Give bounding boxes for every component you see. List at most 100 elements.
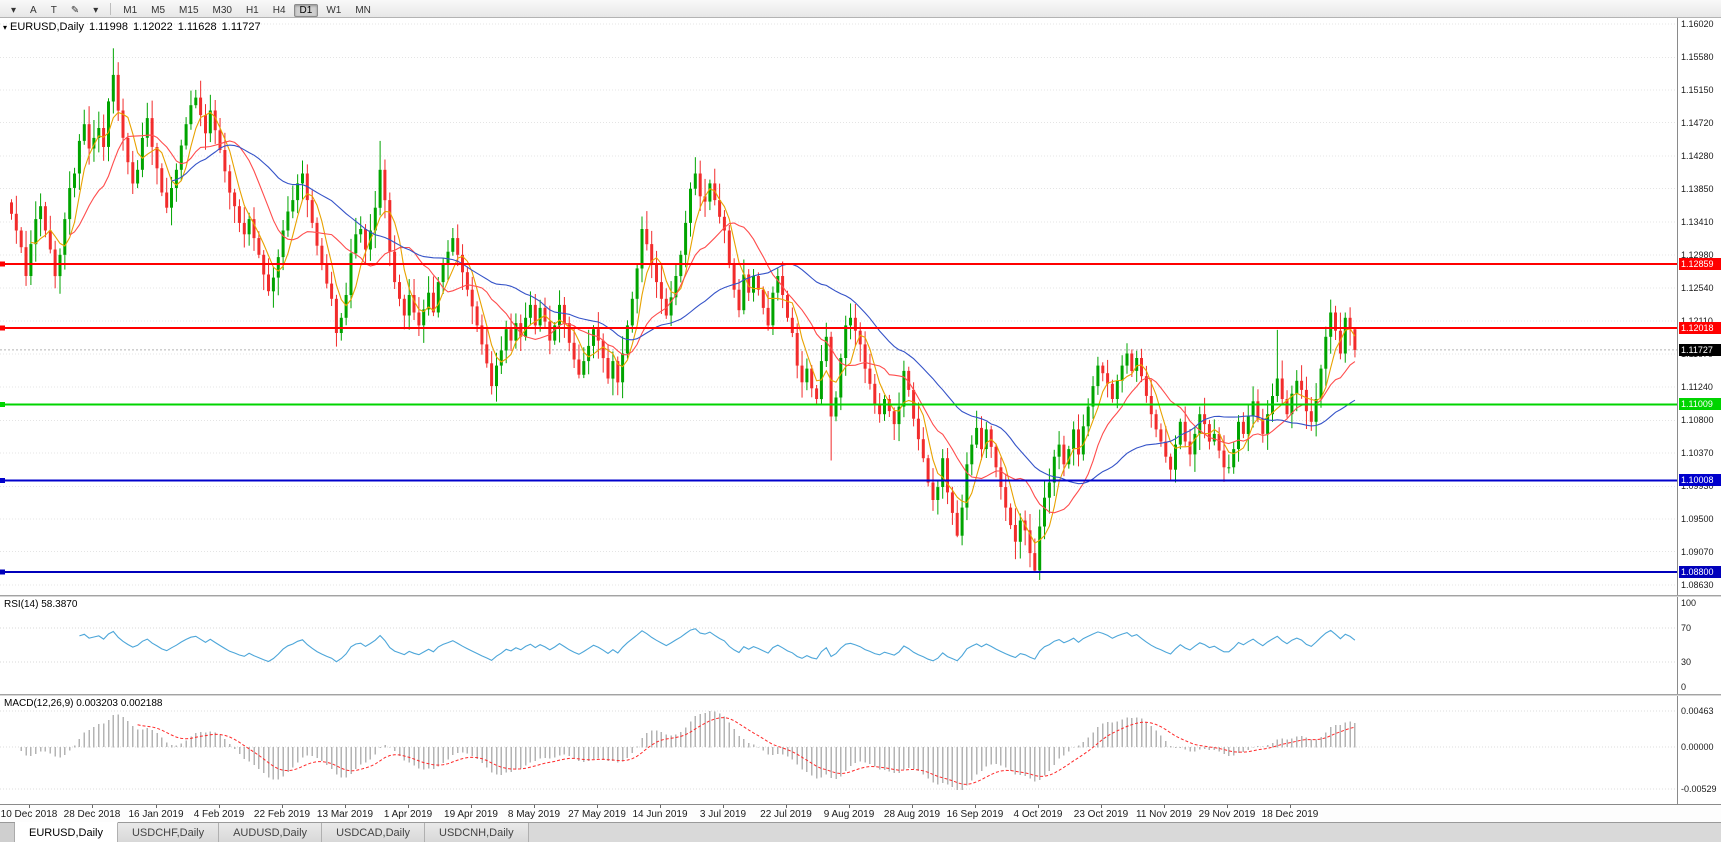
macd-panel: MACD(12,26,9) 0.003203 0.002188 0.00463 0… <box>0 696 1721 804</box>
price-axis-label: 1.15150 <box>1681 85 1714 95</box>
ma-line-13 <box>69 134 1356 514</box>
time-axis-tick <box>975 805 976 808</box>
time-axis-tick <box>156 805 157 808</box>
macd-signal-line <box>137 717 1356 785</box>
close-value: 1.11727 <box>221 21 261 33</box>
time-axis-tick <box>723 805 724 808</box>
rsi-axis-label: 70 <box>1681 623 1692 633</box>
draw-tool-caret[interactable]: ▾ <box>93 4 99 16</box>
price-axis-label: 1.10370 <box>1681 448 1714 458</box>
price-axis-label: 1.09930 <box>1681 481 1714 491</box>
toolbar-separator <box>110 2 112 15</box>
price-axis-label: 1.12110 <box>1681 316 1713 326</box>
timeframe-button-group: M1 M5 M15 M30 H1 H4 D1 W1 MN <box>116 0 378 18</box>
price-axis-label: 1.11240 <box>1681 382 1713 392</box>
rsi-axis-label: 30 <box>1681 657 1692 667</box>
top-toolbar: ▾ A T ✎ ▾ M1 M5 M15 M30 H1 H4 D1 W1 MN <box>0 0 1721 18</box>
timeframe-button-M1[interactable]: M1 <box>123 4 138 16</box>
tab-audusd-daily[interactable]: AUDUSD,Daily <box>219 823 323 842</box>
rsi-canvas[interactable] <box>0 597 1677 694</box>
time-axis-label: 9 Aug 2019 <box>823 809 875 820</box>
candlestick-series <box>10 48 1357 580</box>
macd-axis-label: -0.00529 <box>1681 784 1717 794</box>
price-axis-label: 1.15580 <box>1681 52 1714 62</box>
time-axis-label: 14 Jun 2019 <box>632 809 688 820</box>
tab-eurusd-daily[interactable]: EURUSD,Daily <box>15 822 118 842</box>
rsi-line <box>79 628 1356 663</box>
level-price-tag: 1.12859 <box>1679 258 1721 270</box>
tab-bar-corner <box>0 823 15 842</box>
time-axis-label: 8 May 2019 <box>507 809 561 820</box>
time-axis-tick <box>1227 805 1228 808</box>
timeframe-button-W1[interactable]: W1 <box>326 4 342 16</box>
time-axis-label: 23 Oct 2019 <box>1073 809 1129 820</box>
time-axis-label: 10 Dec 2018 <box>0 809 58 820</box>
time-axis-label: 11 Nov 2019 <box>1136 809 1192 820</box>
time-axis[interactable]: 10 Dec 2018 28 Dec 2018 16 Jan 2019 4 Feb 2… <box>0 804 1721 822</box>
price-axis-label: 1.14720 <box>1681 118 1714 128</box>
time-axis-tick <box>849 805 850 808</box>
timeframe-button-M30[interactable]: M30 <box>212 4 232 16</box>
collapse-arrow-icon[interactable]: ▾ <box>3 23 8 32</box>
charts-dropdown-icon[interactable]: ▾ <box>11 4 17 16</box>
time-axis-label: 28 Aug 2019 <box>883 809 941 820</box>
time-axis-tick <box>912 805 913 808</box>
time-axis-tick <box>1101 805 1102 808</box>
open-value: 1.11998 <box>88 21 128 33</box>
price-axis-label: 1.16020 <box>1681 19 1714 29</box>
macd-axis-label: 0.00000 <box>1681 742 1714 752</box>
price-axis-label: 1.09500 <box>1681 514 1714 524</box>
price-axis-label: 1.13410 <box>1681 217 1714 227</box>
low-value: 1.11628 <box>177 21 217 33</box>
tab-usdcad-daily[interactable]: USDCAD,Daily <box>322 823 426 842</box>
price-axis-label: 1.10800 <box>1681 415 1714 425</box>
tab-usdchf-daily[interactable]: USDCHF,Daily <box>117 823 220 842</box>
timeframe-button-D1[interactable]: D1 <box>293 3 319 17</box>
tool-button-group: ▾ A T ✎ ▾ <box>4 0 105 18</box>
time-axis-label: 1 Apr 2019 <box>383 809 433 820</box>
text-tool[interactable]: T <box>50 4 57 16</box>
current-price-tag: 1.11727 <box>1679 344 1721 356</box>
price-chart-panel: ▾ EURUSD,Daily 1.11998 1.12022 1.11628 1.1172… <box>0 18 1721 595</box>
ma-line-5 <box>30 111 1356 544</box>
chart-ohlc-header: ▾ EURUSD,Daily 1.11998 1.12022 1.11628 1.1172… <box>3 21 261 33</box>
panel-splitter[interactable] <box>0 694 1721 696</box>
time-axis-tick <box>660 805 661 808</box>
timeframe-button-H4[interactable]: H4 <box>272 4 286 16</box>
level-price-tag: 1.10008 <box>1679 474 1721 486</box>
ma-line-34 <box>171 144 1356 485</box>
tab-usdcnh-daily[interactable]: USDCNH,Daily <box>425 823 529 842</box>
price-axis-label: 1.09070 <box>1681 547 1714 557</box>
symbol-period-label: EURUSD,Daily <box>10 21 84 33</box>
time-axis-label: 16 Sep 2019 <box>946 809 1004 820</box>
annotation-a-tool[interactable]: A <box>30 4 37 16</box>
chart-tab-bar: EURUSD,Daily USDCHF,Daily AUDUSD,Daily USDC… <box>0 822 1721 842</box>
draw-tool[interactable]: ✎ <box>70 4 80 16</box>
price-chart-canvas[interactable] <box>0 18 1677 595</box>
time-axis-tick <box>597 805 598 808</box>
time-axis-tick <box>1164 805 1165 808</box>
time-axis-label: 13 Mar 2019 <box>316 809 374 820</box>
macd-axis-label: 0.00463 <box>1681 706 1714 716</box>
price-axis-label: 1.12980 <box>1681 250 1714 260</box>
time-axis-label: 22 Jul 2019 <box>760 809 812 820</box>
time-axis-label: 29 Nov 2019 <box>1198 809 1256 820</box>
rsi-panel: RSI(14) 58.3870 100 70 30 0 <box>0 597 1721 694</box>
macd-canvas[interactable] <box>0 696 1677 804</box>
support-resistance-lines[interactable] <box>0 261 1677 575</box>
timeframe-button-MN[interactable]: MN <box>355 4 371 16</box>
timeframe-button-H1[interactable]: H1 <box>245 4 259 16</box>
macd-axis[interactable]: 0.00463 0.00000 -0.00529 <box>1677 696 1721 804</box>
timeframe-button-M15[interactable]: M15 <box>179 4 199 16</box>
rsi-axis[interactable]: 100 70 30 0 <box>1677 597 1721 694</box>
time-axis-tick <box>408 805 409 808</box>
time-axis-tick <box>786 805 787 808</box>
price-axis[interactable]: 1.12859 1.12018 1.11009 1.10008 1.08800 1.160… <box>1677 18 1721 595</box>
timeframe-button-M5[interactable]: M5 <box>151 4 166 16</box>
time-axis-tick <box>219 805 220 808</box>
time-axis-tick <box>1038 805 1039 808</box>
time-axis-tick <box>1290 805 1291 808</box>
panel-splitter[interactable] <box>0 595 1721 597</box>
time-axis-label: 22 Feb 2019 <box>253 809 311 820</box>
